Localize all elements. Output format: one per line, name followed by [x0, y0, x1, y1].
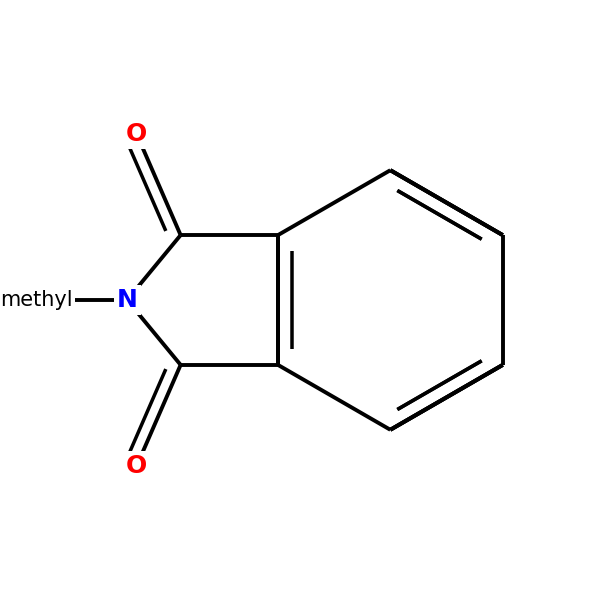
Text: N: N: [116, 288, 137, 312]
Text: methyl: methyl: [0, 290, 73, 310]
Text: O: O: [126, 454, 147, 478]
Text: O: O: [126, 122, 147, 146]
